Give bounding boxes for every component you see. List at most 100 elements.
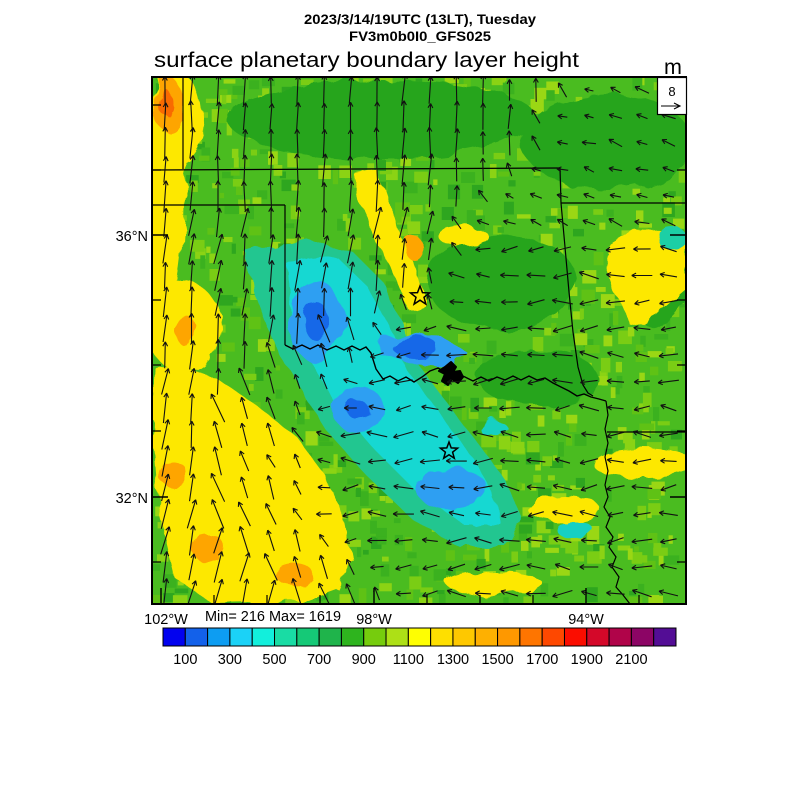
wind-arrow: [474, 298, 492, 305]
wind-arrow: [188, 525, 196, 556]
wind-arrow: [662, 192, 675, 199]
wind-arrow: [294, 128, 301, 157]
colorbar-tick-label: 500: [262, 652, 286, 668]
wind-arrow: [507, 103, 514, 129]
lat-label-32n: 32°N: [116, 491, 148, 507]
wind-arrow: [292, 344, 303, 366]
colorbar-tick-label: 100: [173, 652, 197, 668]
wind-arrow: [531, 135, 541, 151]
city-star-marker: [408, 283, 432, 306]
wind-arrow: [373, 290, 382, 314]
colorbar-segment: [586, 627, 610, 647]
colorbar-segment: [630, 627, 655, 647]
wind-arrow: [214, 259, 224, 291]
wind-arrow: [634, 85, 650, 94]
wind-arrow: [346, 346, 353, 363]
wind-arrow: [631, 272, 653, 279]
wind-arrow: [188, 233, 197, 265]
pbl-contour-region: [446, 571, 542, 595]
wind-arrow: [214, 155, 221, 184]
wind-arrow: [213, 551, 224, 583]
pbl-contour-region: [592, 448, 686, 478]
wind-arrow: [474, 405, 492, 411]
wind-arrow: [445, 458, 467, 464]
wind-arrow: [346, 234, 356, 264]
wind-arrow: [632, 430, 652, 438]
wind-arrow: [475, 325, 491, 332]
wind-arrow: [161, 368, 171, 395]
wind-arrow: [318, 554, 329, 579]
wind-arrow: [188, 208, 197, 236]
wind-arrow: [480, 77, 487, 106]
wind-arrow: [242, 129, 249, 157]
wind-arrow: [188, 100, 194, 133]
colorbar-segment: [474, 627, 499, 647]
wind-arrow: [317, 405, 331, 412]
wind-arrow: [500, 430, 519, 439]
wind-arrow: [427, 237, 434, 261]
wind-arrow: [500, 589, 519, 597]
wind-arrow: [239, 396, 249, 419]
colorbar-tick-label: 1700: [526, 652, 558, 668]
wind-arrow: [401, 181, 407, 210]
wind-arrow: [605, 299, 625, 306]
wind-arrow: [162, 102, 169, 131]
axis-tick-layer: [152, 104, 686, 604]
wind-arrow: [215, 313, 222, 344]
wind-arrow: [448, 271, 465, 279]
wind-arrow: [527, 511, 544, 518]
wind-arrow: [531, 109, 541, 124]
wind-arrow: [318, 582, 330, 604]
wind-arrow: [529, 192, 543, 199]
wind-arrow: [188, 420, 195, 448]
wind-arrow: [211, 499, 225, 529]
wind-arrow: [557, 82, 568, 98]
wind-arrow: [479, 157, 486, 181]
wind-arrow: [295, 233, 301, 265]
wind-arrow: [661, 138, 676, 147]
wind-arrow: [634, 299, 650, 306]
wind-arrow: [451, 241, 462, 256]
wind-arrow: [215, 180, 221, 212]
wind-arrow: [554, 563, 570, 571]
wind-arrow: [294, 287, 301, 317]
wind-arrow: [453, 157, 460, 182]
wind-arrow: [499, 378, 519, 386]
wind-arrow: [241, 288, 250, 316]
wind-arrow: [162, 262, 169, 289]
wind-arrow: [321, 287, 328, 316]
wind-arrow: [633, 405, 651, 412]
colorbar-segment: [251, 627, 276, 647]
wind-arrow: [189, 340, 196, 370]
wind-arrow: [525, 537, 546, 543]
wind-arrow: [554, 405, 570, 412]
pbl-contour-region: [302, 301, 328, 339]
wind-arrow: [421, 404, 439, 411]
wind-arrow: [321, 262, 329, 289]
wind-arrow: [268, 287, 275, 317]
wind-arrow: [237, 367, 251, 396]
colorbar-segment: [497, 627, 521, 647]
wind-arrow: [265, 422, 275, 447]
wind-arrow: [501, 299, 518, 305]
wind-arrow: [661, 218, 676, 227]
wind-vector-layer: [160, 77, 679, 604]
wind-arrow: [606, 271, 625, 278]
pbl-contour-region: [556, 520, 592, 538]
wind-arrow: [578, 270, 599, 280]
wind-arrow: [475, 510, 491, 517]
colorbar-segment: [430, 627, 454, 647]
wind-arrow: [396, 352, 411, 359]
wind-arrow: [505, 162, 513, 177]
wind-arrow: [295, 179, 302, 212]
pbl-contour-region: [355, 171, 425, 309]
wind-arrow: [454, 128, 461, 158]
pbl-contour-region: [275, 563, 313, 585]
wind-arrow: [554, 457, 571, 464]
wind-arrow: [660, 484, 677, 492]
wind-arrow: [367, 537, 387, 544]
wind-arrow: [242, 341, 248, 369]
title-datetime: 2023/3/14/19UTC (13LT), Tuesday: [304, 11, 536, 27]
units-label: m: [664, 55, 682, 79]
wind-arrow: [499, 482, 520, 492]
